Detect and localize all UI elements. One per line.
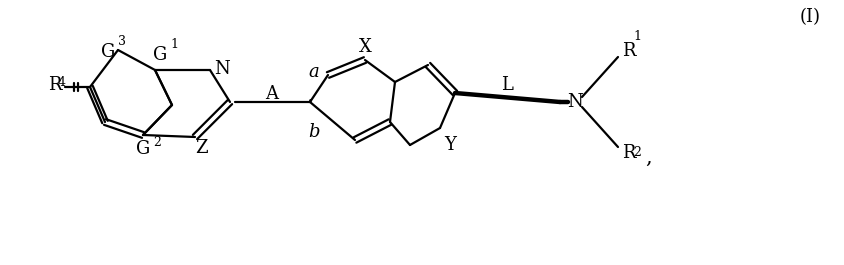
- Text: R: R: [621, 144, 635, 162]
- Text: A: A: [265, 85, 279, 103]
- Text: G: G: [153, 46, 167, 64]
- Text: 1: 1: [170, 38, 178, 51]
- Text: G: G: [136, 140, 150, 158]
- Text: L: L: [500, 76, 512, 94]
- Text: 3: 3: [118, 35, 126, 48]
- Text: R: R: [48, 76, 62, 94]
- Text: 4: 4: [58, 76, 66, 89]
- Text: 2: 2: [153, 136, 160, 149]
- Text: ,: ,: [644, 148, 651, 166]
- Text: ·: ·: [306, 91, 313, 113]
- Text: a: a: [308, 63, 319, 81]
- Text: N: N: [214, 60, 230, 78]
- Text: 1: 1: [632, 30, 641, 43]
- Text: (I): (I): [798, 8, 820, 26]
- Text: Y: Y: [444, 136, 456, 154]
- Text: Z: Z: [196, 139, 208, 157]
- Text: X: X: [358, 38, 371, 56]
- Text: G: G: [100, 43, 115, 61]
- Text: 2: 2: [632, 146, 640, 159]
- Text: N: N: [566, 93, 582, 111]
- Text: R: R: [621, 42, 635, 60]
- Text: b: b: [308, 123, 319, 141]
